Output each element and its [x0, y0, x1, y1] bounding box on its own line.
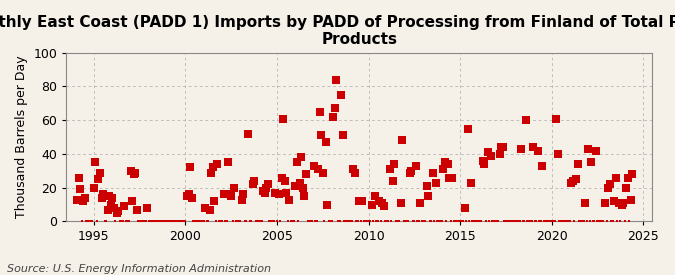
Title: Monthly East Coast (PADD 1) Imports by PADD of Processing from Finland of Total : Monthly East Coast (PADD 1) Imports by P…	[0, 15, 675, 47]
Y-axis label: Thousand Barrels per Day: Thousand Barrels per Day	[15, 56, 28, 218]
Text: Source: U.S. Energy Information Administration: Source: U.S. Energy Information Administ…	[7, 264, 271, 274]
